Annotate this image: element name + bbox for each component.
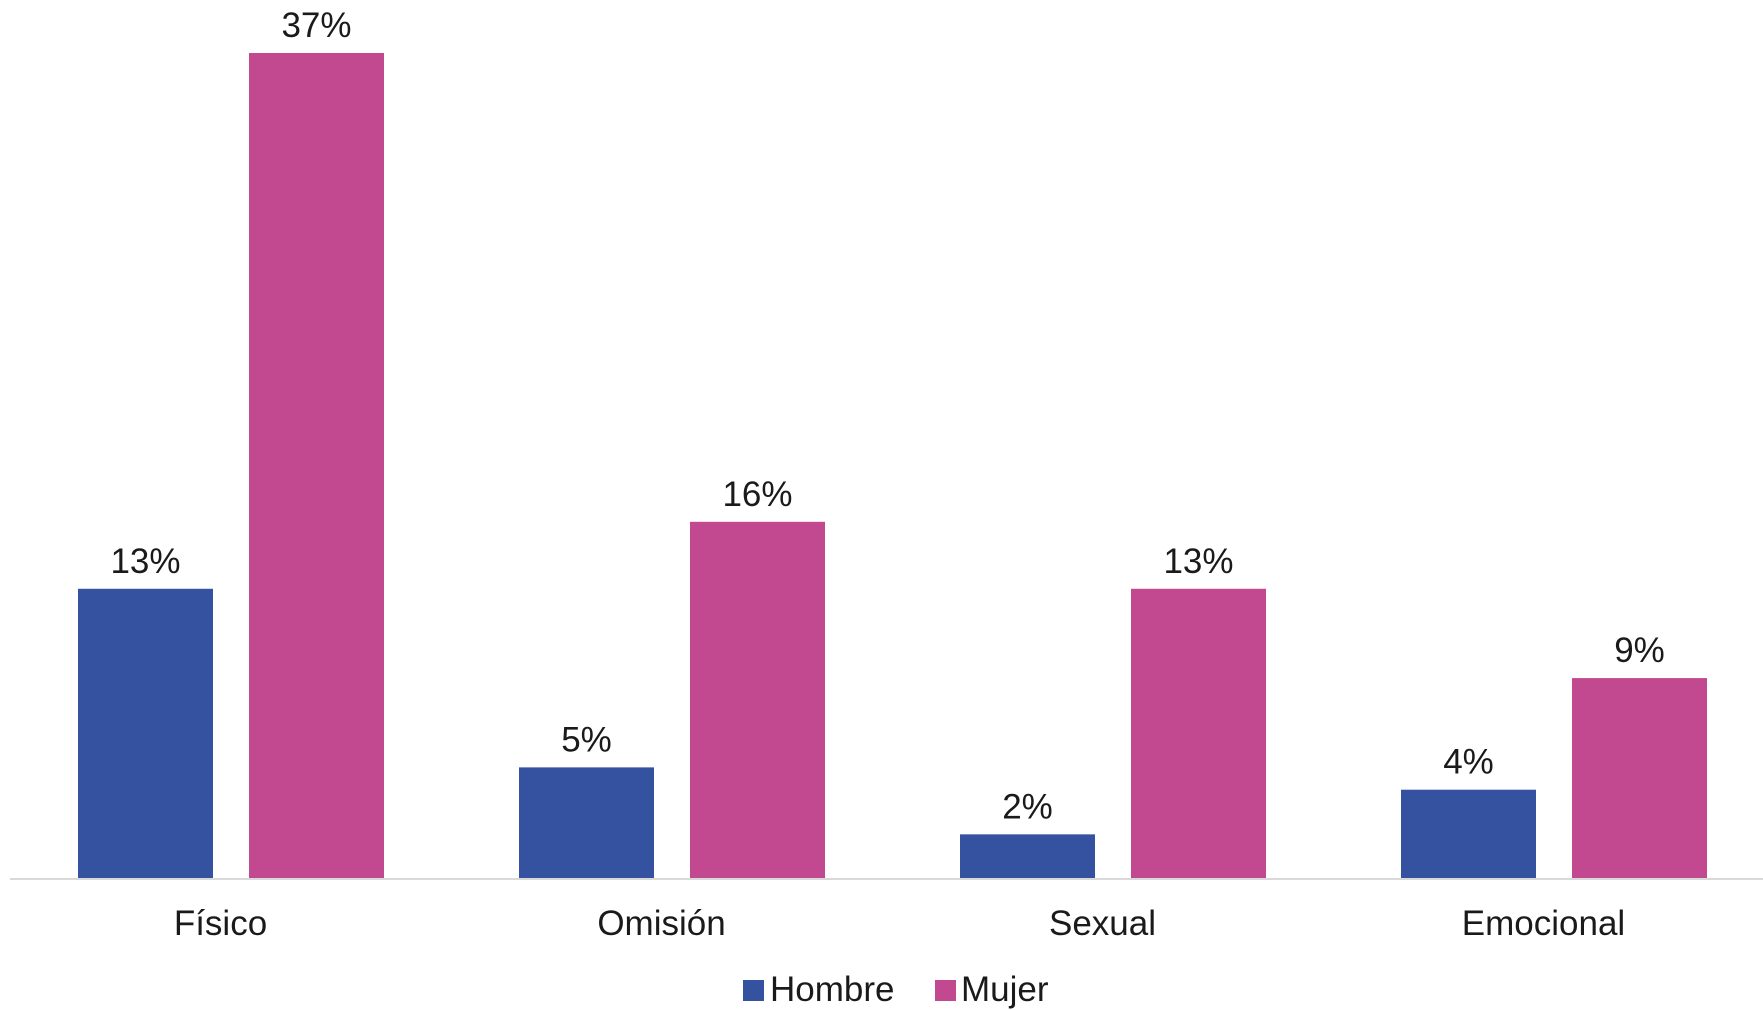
category-label-2: Omisión (597, 904, 725, 943)
data-label-hombre-4: 4% (1443, 743, 1494, 782)
data-label-hombre-3: 2% (1002, 787, 1053, 826)
data-label-mujer-4: 9% (1614, 631, 1665, 670)
category-label-1: Físico (174, 904, 267, 943)
bar-mujer-4 (1572, 678, 1707, 879)
bar-mujer-2 (690, 521, 825, 879)
legend-label-hombre: Hombre (770, 970, 894, 1009)
data-label-mujer-1: 37% (281, 6, 351, 45)
data-label-hombre-1: 13% (110, 542, 180, 581)
legend-swatch-mujer (935, 980, 956, 1001)
category-label-3: Sexual (1049, 904, 1156, 943)
legend-label-mujer: Mujer (961, 970, 1049, 1009)
bars-layer (78, 53, 1707, 879)
bar-hombre-3 (960, 834, 1095, 879)
category-labels-layer: Físico Omisión Sexual Emocional (174, 904, 1625, 943)
value-labels-layer: 13% 37% 5% 16% 2% 13% 4% 9% (110, 6, 1664, 826)
bar-hombre-4 (1401, 789, 1536, 879)
data-label-mujer-2: 16% (722, 475, 792, 514)
data-label-hombre-2: 5% (561, 720, 612, 759)
legend-swatch-hombre (743, 980, 764, 1001)
legend: Hombre Mujer (743, 970, 1049, 1009)
bar-mujer-1 (249, 53, 384, 879)
data-label-mujer-3: 13% (1163, 542, 1233, 581)
bar-mujer-3 (1131, 588, 1266, 879)
category-label-4: Emocional (1462, 904, 1625, 943)
bar-hombre-1 (78, 588, 213, 879)
bar-hombre-2 (519, 767, 654, 879)
